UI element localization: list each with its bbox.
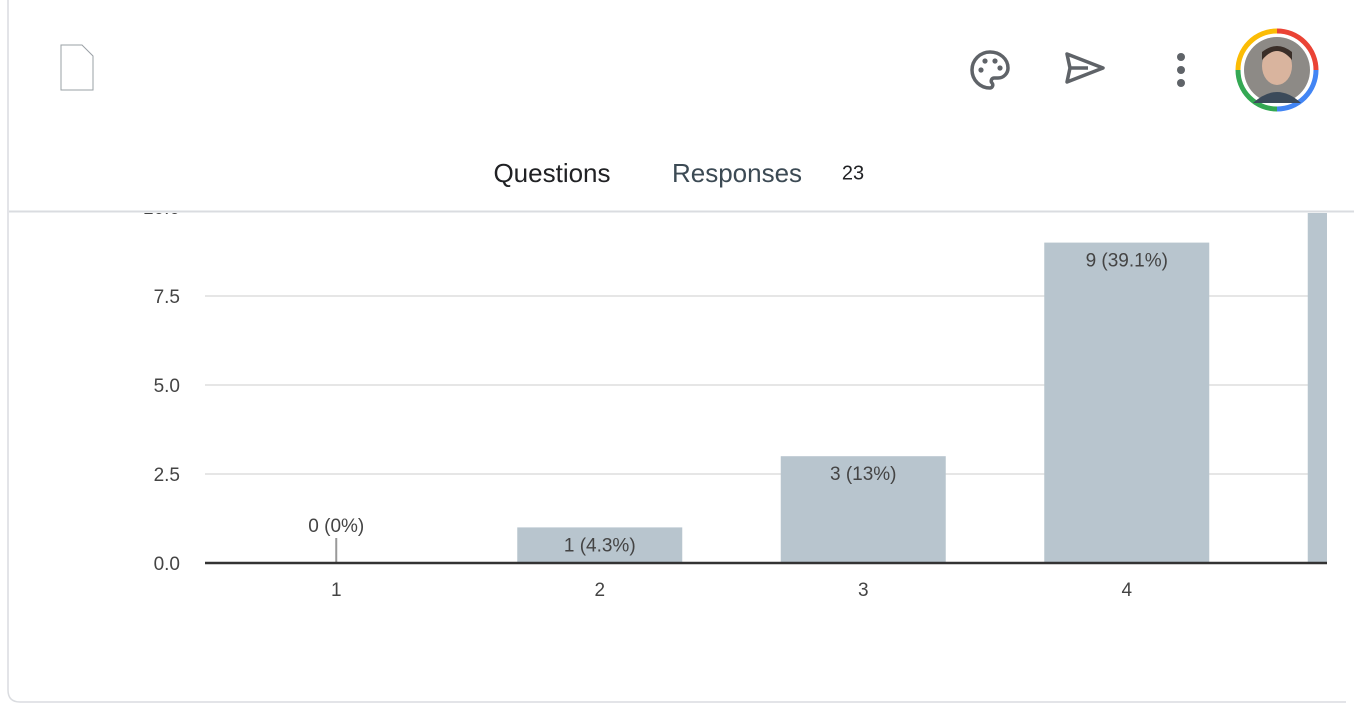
x-tick-label: 2 <box>594 580 605 601</box>
response-count: 23 <box>842 162 864 184</box>
y-tick-label: 0.0 <box>154 554 180 575</box>
x-tick-label: 1 <box>331 580 342 601</box>
y-tick-label: 10.0 <box>143 198 180 219</box>
y-tick-label: 2.5 <box>154 465 180 486</box>
chart: 0.0 2.5 5.0 7.5 10.0 0 (0%) 1 1 (4.3%) 2 3 (13%) 3… <box>143 198 1327 601</box>
tab-responses[interactable]: Responses <box>672 158 802 188</box>
page-border <box>7 0 1346 703</box>
tab-questions[interactable]: Questions <box>493 158 610 188</box>
more-icon[interactable] <box>1177 53 1185 87</box>
x-tick-label: 3 <box>858 580 869 601</box>
header-bg <box>9 0 1354 211</box>
send-icon[interactable] <box>1065 52 1105 84</box>
data-label: 9 (39.1%) <box>1086 251 1168 272</box>
palette-icon[interactable] <box>970 50 1010 90</box>
bar <box>1044 242 1210 563</box>
avatar[interactable] <box>1235 28 1319 112</box>
data-label: 3 (13%) <box>830 464 897 485</box>
bar <box>780 456 946 563</box>
header: Questions Responses 23 <box>9 0 1354 213</box>
data-label: 0 (0%) <box>308 516 364 537</box>
data-label: 1 (4.3%) <box>564 535 636 556</box>
bar <box>1307 213 1327 563</box>
x-tick-label: 4 <box>1121 580 1132 601</box>
y-tick-label: 7.5 <box>154 287 180 308</box>
doc-icon[interactable] <box>60 44 94 91</box>
y-tick-label: 5.0 <box>154 376 180 397</box>
bar <box>517 527 683 563</box>
frame <box>7 0 1346 703</box>
